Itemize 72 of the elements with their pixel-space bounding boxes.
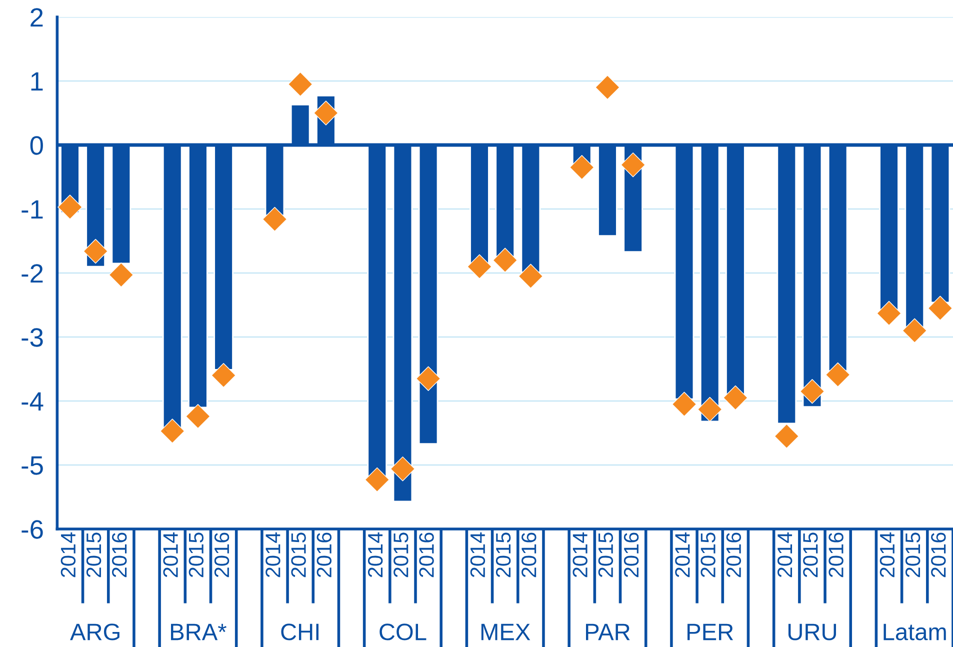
x-tick-label: 2016 xyxy=(419,532,434,578)
x-tick-label: 2014 xyxy=(266,532,280,578)
point xyxy=(876,300,902,326)
x-tick-label: 2014 xyxy=(163,532,178,578)
x-tick-label: 2014 xyxy=(880,532,895,578)
point xyxy=(595,75,620,100)
point xyxy=(211,363,236,388)
y-tick-label: -5 xyxy=(22,456,43,475)
x-tick-label: 2015 xyxy=(496,532,511,578)
text: Latam xyxy=(884,624,946,640)
point xyxy=(58,194,82,220)
text: MEX xyxy=(481,624,530,640)
x-tick-label: 2014 xyxy=(368,532,383,578)
point xyxy=(825,362,850,388)
point xyxy=(774,424,800,449)
x-tick-label: 2015 xyxy=(291,532,306,578)
y-tick-label: -2 xyxy=(22,264,43,283)
point xyxy=(314,100,338,126)
y-tick-label: -3 xyxy=(22,328,43,347)
text: CHI xyxy=(281,624,318,640)
point xyxy=(288,72,313,97)
point xyxy=(518,264,544,289)
x-tick-label: 2014 xyxy=(60,532,76,578)
text: PER xyxy=(688,624,734,640)
point xyxy=(262,206,288,232)
x-tick-label: 2015 xyxy=(86,532,102,578)
x-tick-label: 2015 xyxy=(905,532,920,578)
x-tick-label: 2015 xyxy=(803,532,818,578)
x-tick-label: 2016 xyxy=(316,532,332,578)
x-tick-label: 2016 xyxy=(726,532,742,578)
x-tick-label: 2015 xyxy=(394,532,408,578)
x-tick-label: 2016 xyxy=(214,532,230,578)
y-tick-label: 0 xyxy=(30,136,43,155)
y-tick-label: -6 xyxy=(22,520,43,539)
x-tick-label: 2016 xyxy=(112,532,127,578)
x-tick-label: 2014 xyxy=(470,532,486,578)
y-tick-label: -4 xyxy=(22,392,44,411)
point xyxy=(492,248,518,273)
text: COL xyxy=(380,624,426,640)
point xyxy=(569,155,594,180)
point xyxy=(416,366,441,391)
point xyxy=(364,467,390,492)
point xyxy=(672,392,697,417)
point xyxy=(800,379,825,404)
x-tick-label: 2016 xyxy=(624,532,639,578)
point xyxy=(902,318,927,343)
x-tick-label: 2016 xyxy=(522,532,536,578)
x-tick-label: 2015 xyxy=(188,532,204,578)
point xyxy=(186,404,210,429)
x-tick-label: 2015 xyxy=(598,532,614,578)
point xyxy=(160,418,185,444)
x-tick-label: 2016 xyxy=(931,532,946,578)
text: BRA* xyxy=(171,624,226,640)
y-tick-label: 2 xyxy=(30,8,43,27)
y-tick-label: -1 xyxy=(22,200,43,219)
text: URU xyxy=(788,624,836,640)
point xyxy=(390,456,416,482)
point xyxy=(620,152,646,178)
x-tick-label: 2014 xyxy=(777,532,792,578)
x-tick-label: 2016 xyxy=(828,532,844,578)
point xyxy=(83,238,108,264)
point xyxy=(697,396,722,422)
y-tick-label: 1 xyxy=(31,72,43,91)
text: ARG xyxy=(70,624,120,640)
point xyxy=(108,262,134,288)
x-tick-label: 2014 xyxy=(572,532,588,578)
point xyxy=(723,385,748,410)
text: PAR xyxy=(586,624,630,640)
point xyxy=(928,296,953,321)
point xyxy=(467,254,492,279)
x-tick-label: 2014 xyxy=(675,532,690,578)
x-tick-label: 2015 xyxy=(700,532,716,578)
